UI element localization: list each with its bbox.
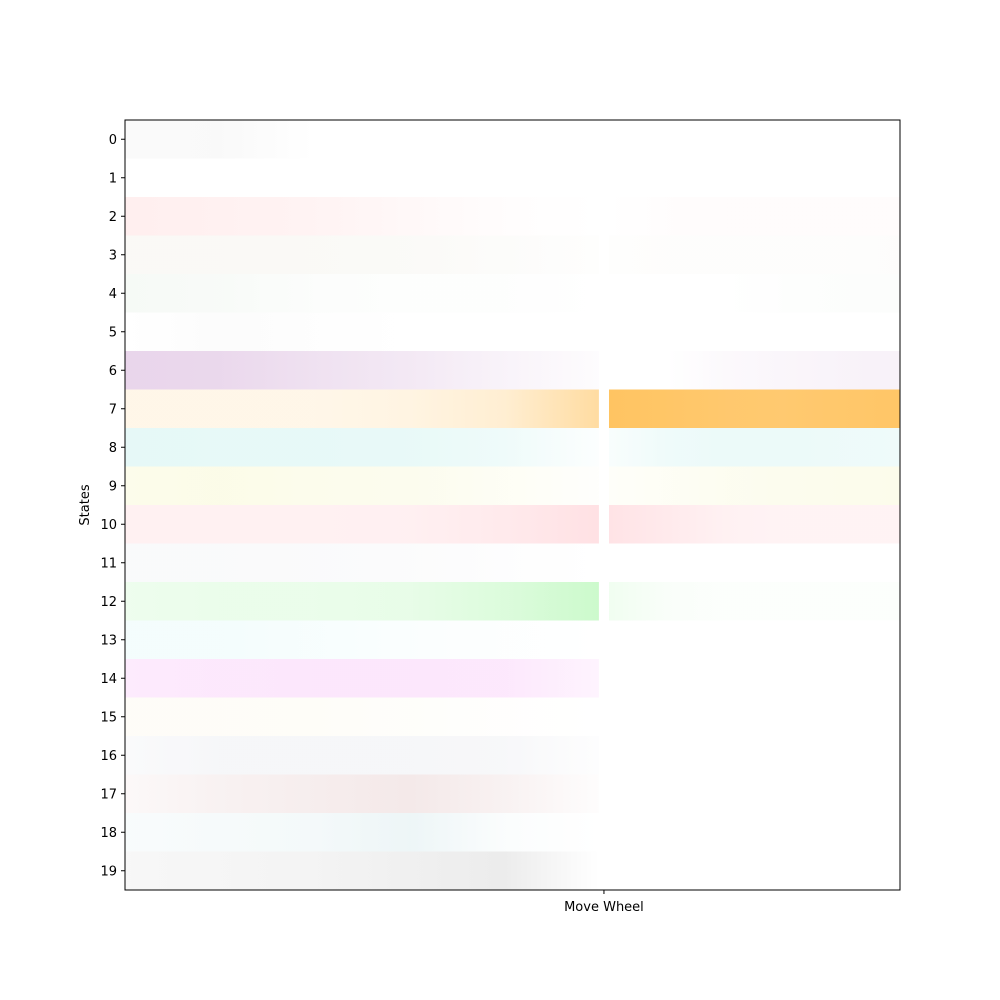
state-16-post-event-cell [608,736,900,775]
y-tick-label: 10 [100,518,117,533]
state-18-post-event-cell [608,813,900,852]
state-5-post-event-cell [608,312,900,351]
y-tick-label: 8 [109,441,117,456]
y-tick-label: 9 [109,479,117,494]
y-tick-label: 16 [100,749,117,764]
y-tick-label: 18 [100,826,117,841]
state-9-pre-event-cell [125,466,599,505]
state-7-pre-event-cell [125,389,599,428]
y-tick-label: 15 [100,710,117,725]
plot-frame [124,119,901,891]
state-14-pre-event-cell [125,659,599,698]
state-1-pre-event-cell [125,158,599,197]
y-tick-label: 5 [109,325,117,340]
state-10-pre-event-cell [125,505,599,544]
state-12-post-event-cell [608,582,900,621]
event-gap [598,120,609,890]
y-tick-label: 3 [109,248,117,263]
state-6-pre-event-cell [125,351,599,390]
y-tick-label: 4 [109,287,117,302]
y-tick-label: 19 [100,864,117,879]
state-17-pre-event-cell [125,774,599,813]
state-12-pre-event-cell [125,582,599,621]
state-11-post-event-cell [608,543,900,582]
state-9-post-event-cell [608,466,900,505]
state-14-post-event-cell [608,659,900,698]
state-15-post-event-cell [608,697,900,736]
state-15-pre-event-cell [125,697,599,736]
event-gap-column [598,120,609,890]
state-4-post-event-cell [608,274,900,313]
state-19-post-event-cell [608,851,900,890]
state-19-pre-event-cell [125,851,599,890]
state-8-pre-event-cell [125,428,599,467]
y-tick-label: 6 [109,364,117,379]
state-3-post-event-cell [608,235,900,274]
heatmap-rows [125,120,900,890]
state-8-post-event-cell [608,428,900,467]
y-tick-label: 13 [100,633,117,648]
y-tick-label: 7 [109,402,117,417]
state-10-post-event-cell [608,505,900,544]
y-tick-label: 17 [100,787,117,802]
state-4-pre-event-cell [125,274,599,313]
x-axis-ticks: Move Wheel [564,890,644,915]
state-18-pre-event-cell [125,813,599,852]
y-axis-label: States [78,484,93,525]
state-6-post-event-cell [608,351,900,390]
state-3-pre-event-cell [125,235,599,274]
state-16-pre-event-cell [125,736,599,775]
state-17-post-event-cell [608,774,900,813]
x-tick-label: Move Wheel [564,900,644,915]
y-tick-label: 14 [100,672,117,687]
state-2-pre-event-cell [125,197,599,236]
state-13-post-event-cell [608,620,900,659]
state-7-post-event-cell [608,389,900,428]
y-tick-label: 11 [100,556,117,571]
state-13-pre-event-cell [125,620,599,659]
state-0-pre-event-cell [125,120,599,159]
state-0-post-event-cell [608,120,900,159]
y-tick-label: 2 [109,210,117,225]
y-tick-label: 1 [109,171,117,186]
y-tick-label: 0 [109,133,117,148]
state-11-pre-event-cell [125,543,599,582]
state-2-post-event-cell [608,197,900,236]
y-tick-label: 12 [100,595,117,610]
state-5-pre-event-cell [125,312,599,351]
state-1-post-event-cell [608,158,900,197]
